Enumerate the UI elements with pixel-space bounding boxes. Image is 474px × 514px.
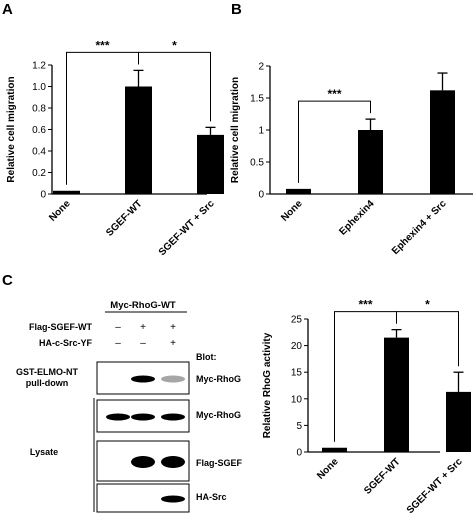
- y-tick-label: 1.2: [32, 61, 46, 72]
- y-tick-label: 2: [258, 62, 264, 73]
- western-blot-panel: Myc-RhoG-WT Flag-SGEF-WT HA-c-Src-YF – +…: [16, 300, 243, 513]
- x-category-label: None: [315, 456, 341, 482]
- y-axis-title: Relative cell migration: [230, 77, 241, 183]
- chart-panel-a: 0 0.2 0.4 0.6 0.8 1.0 1.2 Relative cell migrati…: [6, 38, 224, 258]
- y-tick-label: 1.5: [250, 94, 264, 105]
- blot-band: [161, 413, 185, 421]
- blot-images: [96, 361, 190, 513]
- bar: [53, 190, 80, 194]
- y-tick-label: 1: [258, 126, 264, 137]
- blot-band: [161, 456, 185, 468]
- y-tick-label: 20: [291, 341, 303, 352]
- y-tick-label: 1.0: [32, 82, 46, 93]
- x-category-label: None: [279, 198, 305, 224]
- chart-panel-b: 0 0.5 1 1.5 2 Relative cell migration None Ephe…: [230, 62, 473, 257]
- blot-band: [131, 375, 155, 383]
- blot-row-label: Flag-SGEF: [196, 458, 243, 468]
- x-category-label: None: [47, 198, 73, 224]
- blot-band: [161, 375, 185, 383]
- significance-bracket: [138, 51, 211, 122]
- blot-row-label: HA-Src: [196, 492, 227, 502]
- condition-sign: +: [140, 322, 146, 333]
- y-tick-label: 0.8: [32, 104, 46, 115]
- y-tick-label: 0.5: [250, 158, 264, 169]
- bar: [125, 86, 152, 194]
- condition-label-0: Flag-SGEF-WT: [29, 322, 92, 332]
- x-category-label: Ephexin4: [337, 198, 377, 238]
- panel-letter-c: C: [2, 272, 13, 289]
- blot-band: [131, 413, 155, 421]
- y-axis-title: Relative cell migration: [6, 76, 17, 182]
- blot-band: [161, 495, 185, 503]
- bar: [286, 188, 311, 194]
- y-tick-label: 0: [40, 190, 46, 201]
- blot-header: Blot:: [196, 352, 217, 362]
- y-tick-label: 0: [296, 448, 302, 459]
- significance-label: ***: [327, 87, 341, 101]
- section-label-lysate: Lysate: [30, 447, 58, 457]
- condition-sign: –: [115, 338, 121, 349]
- bar: [384, 337, 409, 452]
- blot-title: Myc-RhoG-WT: [110, 300, 176, 311]
- condition-sign: –: [140, 338, 146, 349]
- significance-label: *: [172, 38, 177, 52]
- significance-label: ***: [358, 298, 372, 312]
- blot-row-label: Myc-RhoG: [196, 374, 241, 384]
- x-category-label: SGEF-WT + Src: [157, 198, 217, 258]
- blot-row-label: Myc-RhoG: [196, 410, 241, 420]
- blot-band: [106, 413, 130, 421]
- blot-band: [131, 456, 155, 468]
- significance-label: ***: [95, 38, 109, 52]
- condition-sign: +: [170, 322, 176, 333]
- x-category-label: Ephexin4 + Src: [390, 198, 449, 257]
- condition-label-1: HA-c-Src-YF: [39, 338, 93, 348]
- x-category-label: SGEF-WT + Src: [405, 456, 465, 514]
- panel-letter-b: B: [231, 1, 242, 18]
- y-tick-label: 0.2: [32, 168, 46, 179]
- y-tick-label: 10: [291, 394, 303, 405]
- bar: [358, 130, 383, 194]
- x-category-label: SGEF-WT: [104, 198, 144, 238]
- bar: [430, 90, 455, 194]
- chart-panel-c: 0 5 10 15 20 25 Relative RhoG activity None SGEF…: [262, 298, 471, 514]
- y-tick-label: 0: [258, 190, 264, 201]
- condition-sign: –: [115, 322, 121, 333]
- bar: [322, 447, 347, 452]
- y-tick-label: 5: [296, 421, 302, 432]
- significance-bracket: [396, 311, 459, 367]
- y-tick-label: 0.6: [32, 125, 46, 136]
- significance-label: *: [425, 298, 430, 312]
- panel-letter-a: A: [2, 1, 13, 18]
- bar: [197, 134, 224, 194]
- y-tick-label: 0.4: [32, 147, 46, 158]
- x-category-label: SGEF-WT: [362, 456, 402, 496]
- condition-sign: +: [170, 338, 176, 349]
- y-tick-label: 25: [291, 315, 303, 326]
- y-tick-label: 15: [291, 368, 303, 379]
- y-axis-title: Relative RhoG activity: [262, 332, 273, 438]
- significance-bracket: [298, 100, 371, 183]
- section-label-pulldown: GST-ELMO-NT pull-down: [16, 367, 78, 388]
- bar: [446, 391, 471, 452]
